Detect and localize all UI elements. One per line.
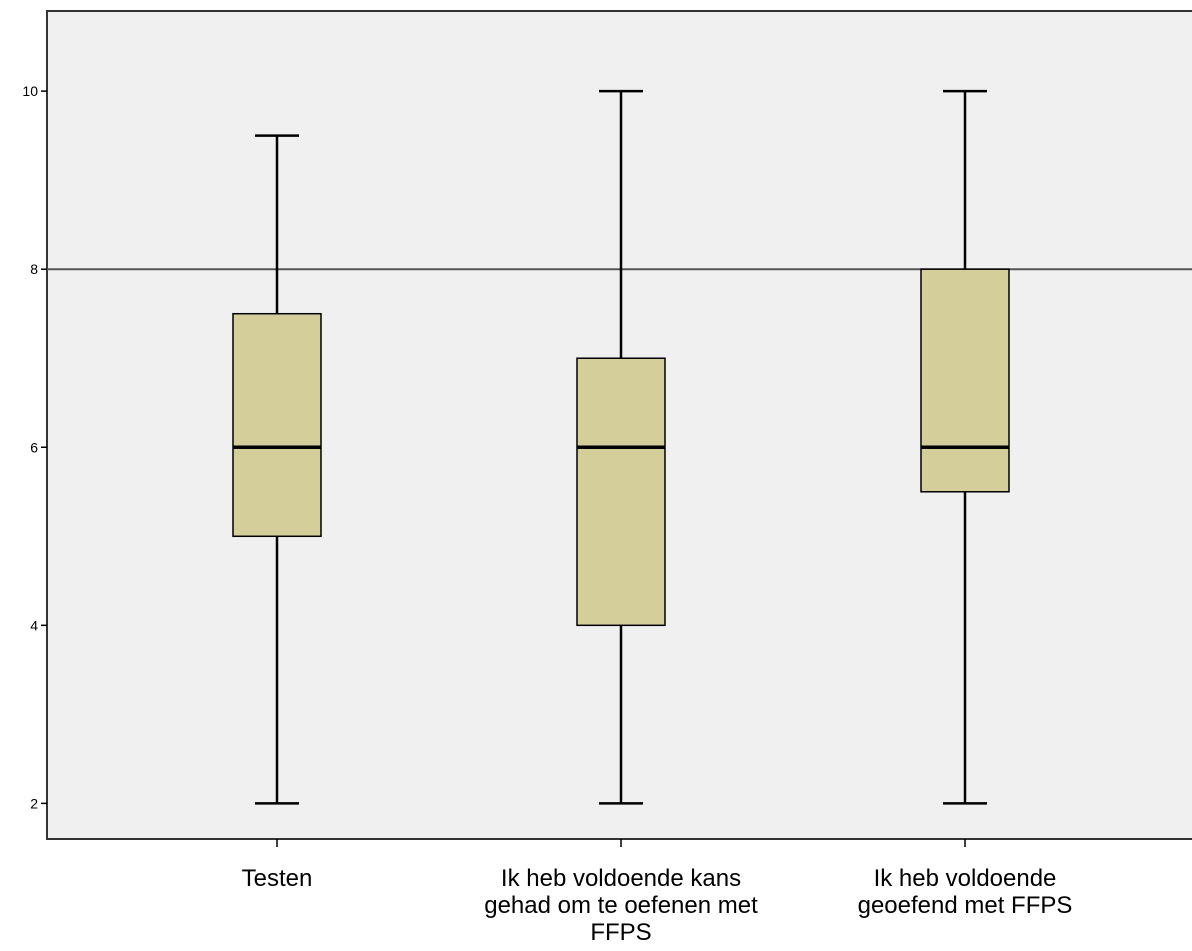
box-plot-1 — [232, 134, 322, 805]
y-tick-label: 4 — [30, 617, 38, 633]
x-category-label-line: Testen — [242, 865, 313, 892]
y-tick-label: 6 — [30, 439, 38, 455]
x-category-label-line: Ik heb voldoende kans — [501, 865, 741, 892]
x-axis: Testen Ik heb voldoende kans gehad om te o… — [242, 839, 1073, 946]
boxes — [232, 89, 1010, 805]
box-plot-3 — [920, 89, 1010, 805]
iqr-box — [576, 357, 666, 627]
x-category-label-line: Ik heb voldoende — [874, 865, 1057, 892]
x-category-label-line: geoefend met FFPS — [858, 892, 1073, 919]
box-plot-2 — [576, 89, 666, 805]
x-category-label: Ik heb voldoende kans gehad om te oefenen… — [484, 865, 758, 946]
x-category-label: Testen — [242, 865, 313, 892]
iqr-box — [232, 312, 322, 538]
y-axis: 2 4 6 8 10 — [22, 83, 47, 811]
y-tick-label: 10 — [22, 83, 38, 99]
y-tick-label: 8 — [30, 261, 38, 277]
x-category-label-line: gehad om te oefenen met — [484, 892, 758, 919]
iqr-box — [920, 268, 1010, 493]
x-category-label: Ik heb voldoende geoefend met FFPS — [858, 865, 1073, 919]
x-category-label-line: FFPS — [590, 919, 651, 946]
y-tick-label: 2 — [30, 795, 38, 811]
